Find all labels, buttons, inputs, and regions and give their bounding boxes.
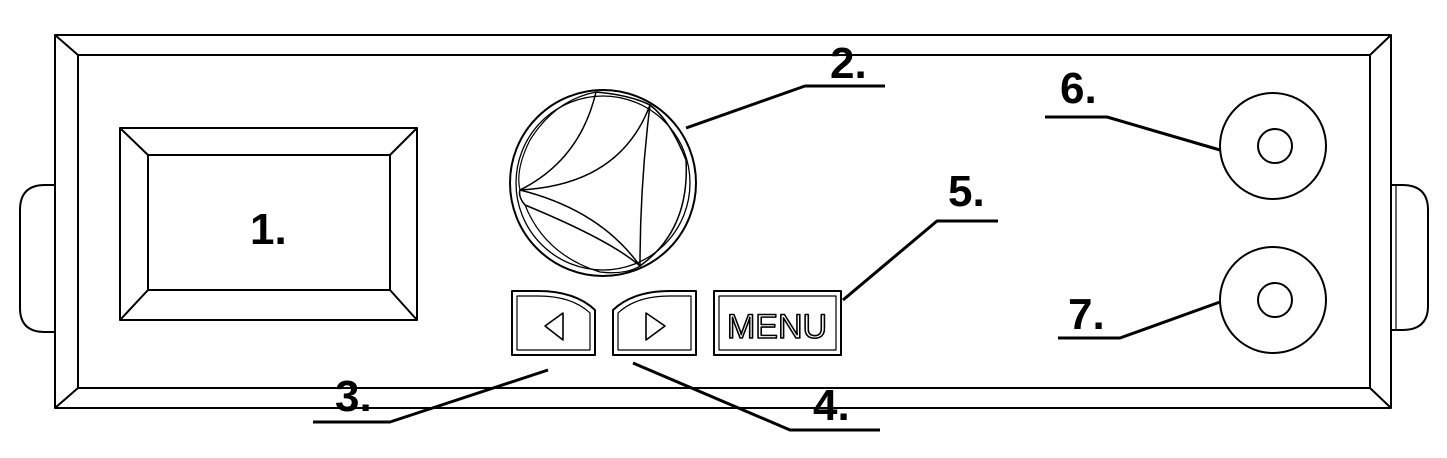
panel-frame [54, 34, 1392, 409]
leader-line-3 [313, 368, 549, 424]
label-2: 2. [830, 39, 867, 88]
label-6: 6. [1060, 64, 1097, 113]
label-7: 7. [1068, 290, 1105, 339]
leader-line-4 [632, 361, 880, 432]
left-mounting-ear [19, 184, 55, 333]
label-5: 5. [948, 167, 985, 216]
right-arrow-icon [645, 312, 666, 341]
leader-line-7 [1058, 300, 1221, 340]
menu-button-label: MENU [727, 308, 827, 346]
leader-line-2 [685, 84, 885, 130]
right-mounting-ear [1391, 184, 1429, 331]
menu-button[interactable]: MENU [713, 290, 842, 356]
rotary-knob[interactable] [509, 89, 697, 277]
leader-line-5 [842, 219, 998, 302]
display-screen [119, 127, 418, 321]
label-3: 3. [335, 372, 372, 421]
left-arrow-icon [544, 312, 564, 341]
left-arrow-button[interactable] [511, 290, 596, 356]
right-arrow-button[interactable] [612, 290, 697, 356]
leader-lines [313, 84, 1221, 432]
label-4: 4. [813, 381, 850, 430]
label-1: 1. [250, 205, 287, 254]
top-jack[interactable] [1219, 92, 1327, 200]
leader-line-6 [1045, 115, 1221, 152]
bottom-jack[interactable] [1219, 246, 1327, 354]
